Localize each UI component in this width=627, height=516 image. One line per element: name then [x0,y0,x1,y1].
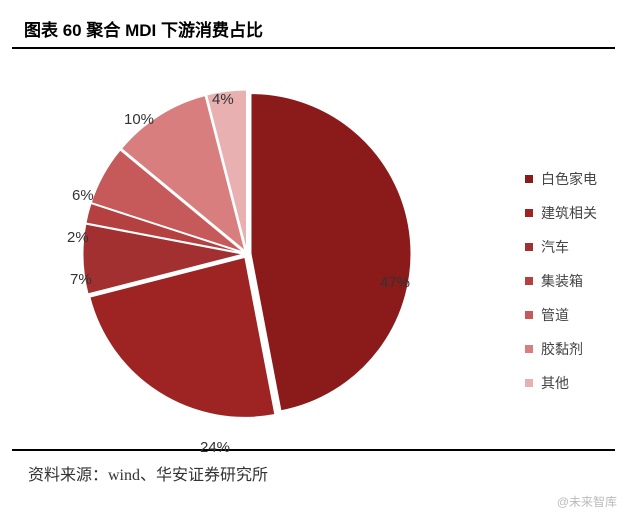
slice-label: 47% [380,274,410,291]
slice-label: 7% [70,271,92,288]
slice-label: 6% [72,187,94,204]
legend-swatch [525,209,533,217]
legend-label: 集装箱 [541,271,583,291]
legend-label: 胶黏剂 [541,339,583,359]
legend-item: 胶黏剂 [525,339,597,359]
source-text: 资料来源：wind、华安证券研究所 [0,451,627,485]
chart-header: 图表 60 聚合 MDI 下游消费占比 [12,8,615,49]
slice-label: 2% [67,229,89,246]
slice-label: 24% [200,439,230,456]
legend-label: 管道 [541,305,569,325]
legend-item: 集装箱 [525,271,597,291]
watermark: @未来智库 [557,493,617,510]
legend-swatch [525,379,533,387]
pie-svg [72,79,422,429]
legend-swatch [525,175,533,183]
legend-label: 其他 [541,373,569,393]
legend-label: 建筑相关 [541,203,597,223]
pie-wrap [72,79,422,434]
legend-item: 其他 [525,373,597,393]
chart-title: 图表 60 聚合 MDI 下游消费占比 [24,21,263,40]
legend-item: 管道 [525,305,597,325]
slice-label: 10% [124,111,154,128]
pie-chart-area: 47%24%7%2%6%10%4% 白色家电建筑相关汽车集装箱管道胶黏剂其他 [12,49,615,449]
legend-swatch [525,243,533,251]
legend-item: 白色家电 [525,169,597,189]
legend-item: 汽车 [525,237,597,257]
pie-slice [251,94,411,411]
legend-label: 汽车 [541,237,569,257]
legend-swatch [525,277,533,285]
legend-label: 白色家电 [541,169,597,189]
legend-item: 建筑相关 [525,203,597,223]
legend-swatch [525,311,533,319]
slice-label: 4% [212,91,234,108]
legend-swatch [525,345,533,353]
legend: 白色家电建筑相关汽车集装箱管道胶黏剂其他 [525,169,597,407]
